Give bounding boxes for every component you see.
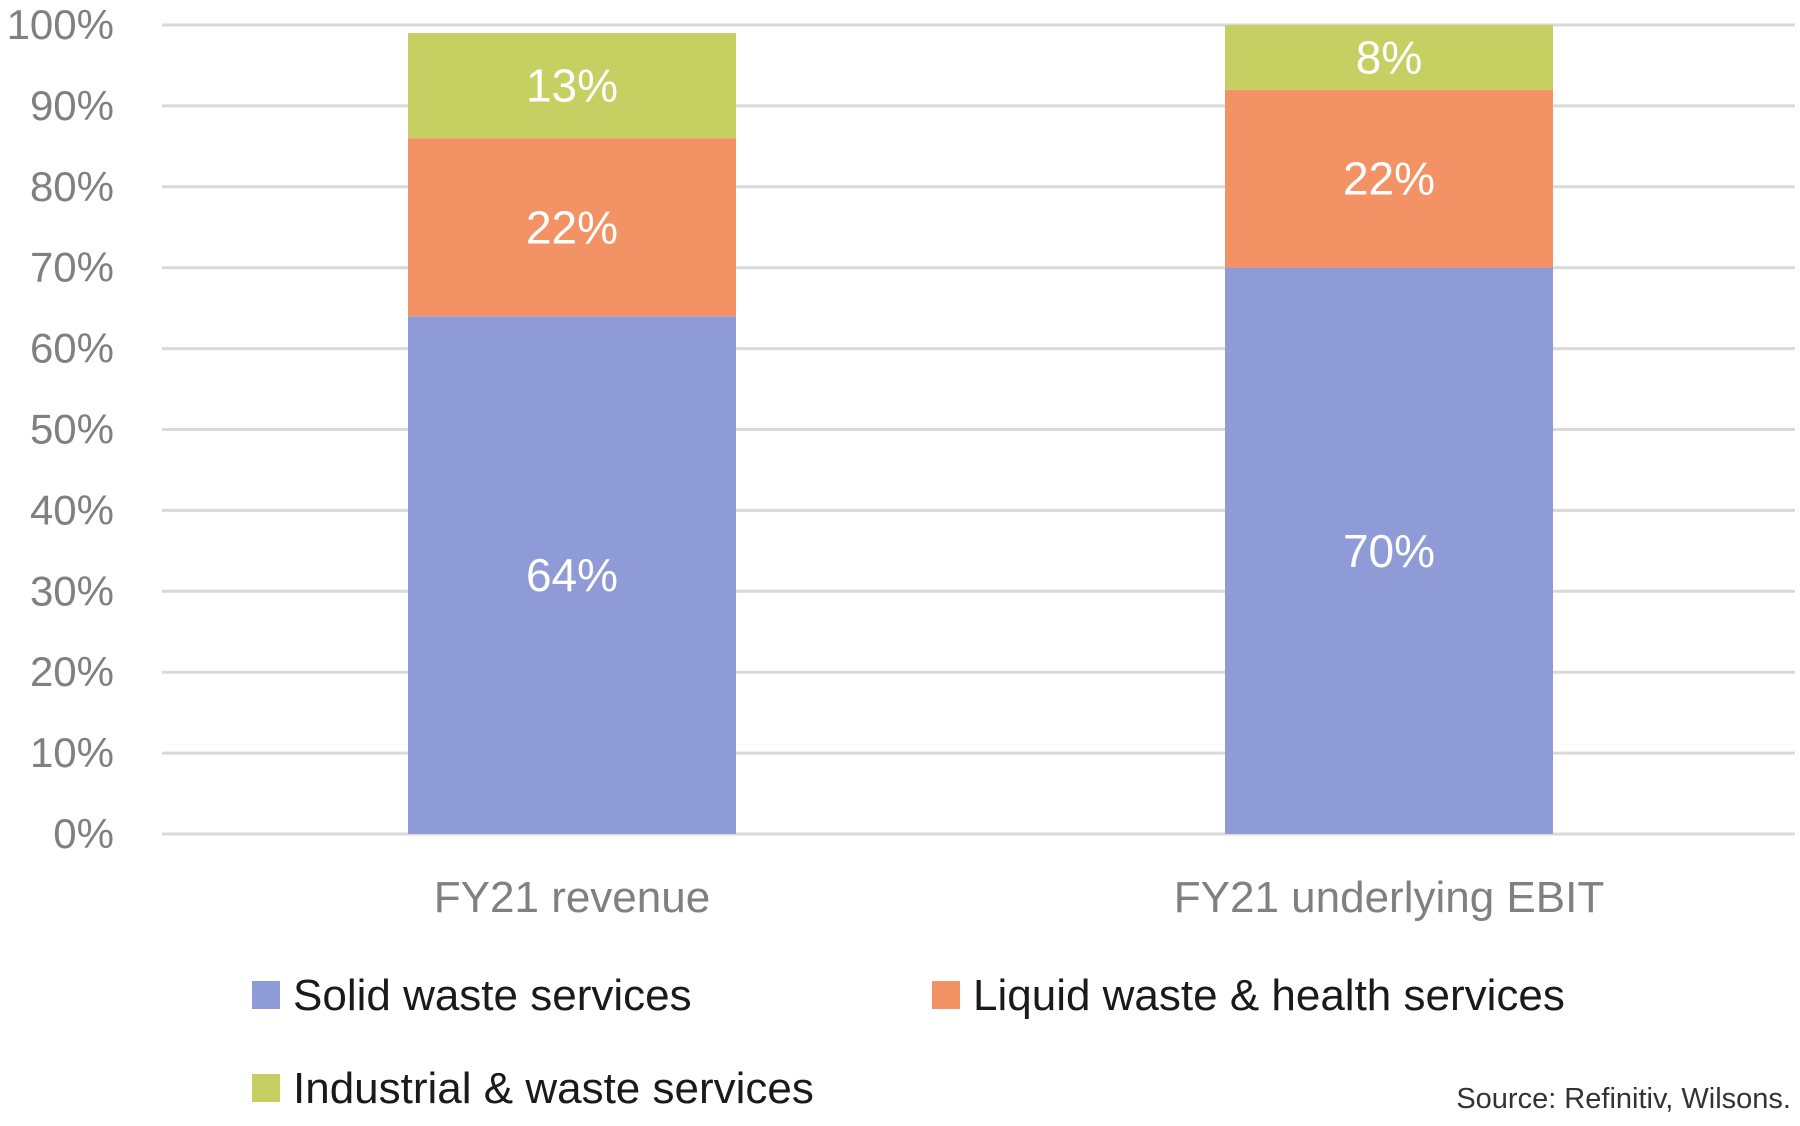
legend-swatch [252, 1074, 280, 1102]
legend-label: Solid waste services [293, 971, 692, 1020]
bar-segment [1225, 267, 1553, 834]
data-label: 22% [1343, 153, 1435, 205]
legend-swatch [932, 981, 960, 1009]
bars: 64% 22% 13% 70% 22% 8% [408, 25, 1553, 834]
legend-label: Liquid waste & health services [973, 971, 1565, 1020]
y-tick-label: 10% [30, 729, 114, 776]
legend: Solid waste services Liquid waste & healt… [252, 971, 1565, 1113]
x-category-label: FY21 underlying EBIT [1174, 873, 1604, 922]
bar-segment [1225, 25, 1553, 90]
source-note: Source: Refinitiv, Wilsons. [1456, 1083, 1791, 1115]
x-category-label: FY21 revenue [434, 873, 710, 922]
legend-label: Industrial & waste services [293, 1064, 814, 1113]
y-tick-label: 0% [53, 810, 114, 857]
y-tick-label: 80% [30, 163, 114, 210]
y-tick-label: 20% [30, 648, 114, 695]
y-tick-label: 70% [30, 244, 114, 291]
legend-swatch [252, 981, 280, 1009]
data-label: 13% [526, 60, 618, 112]
y-tick-label: 30% [30, 567, 114, 614]
bar-segment [408, 316, 736, 834]
bar-segment [1225, 89, 1553, 268]
y-axis-tick-labels: 0% 10% 20% 30% 40% 50% 60% 70% 80% 90% 100% [7, 1, 114, 857]
y-tick-label: 60% [30, 325, 114, 372]
data-label: 64% [526, 549, 618, 601]
x-axis-category-labels: FY21 revenue FY21 underlying EBIT [434, 873, 1604, 922]
data-label: 8% [1356, 31, 1422, 83]
bar-segment [408, 138, 736, 317]
y-tick-label: 40% [30, 486, 114, 533]
y-tick-label: 100% [7, 1, 114, 48]
y-tick-label: 50% [30, 406, 114, 453]
bar-segment [408, 33, 736, 139]
data-label: 22% [526, 201, 618, 253]
data-label: 70% [1343, 525, 1435, 577]
y-tick-label: 90% [30, 82, 114, 129]
